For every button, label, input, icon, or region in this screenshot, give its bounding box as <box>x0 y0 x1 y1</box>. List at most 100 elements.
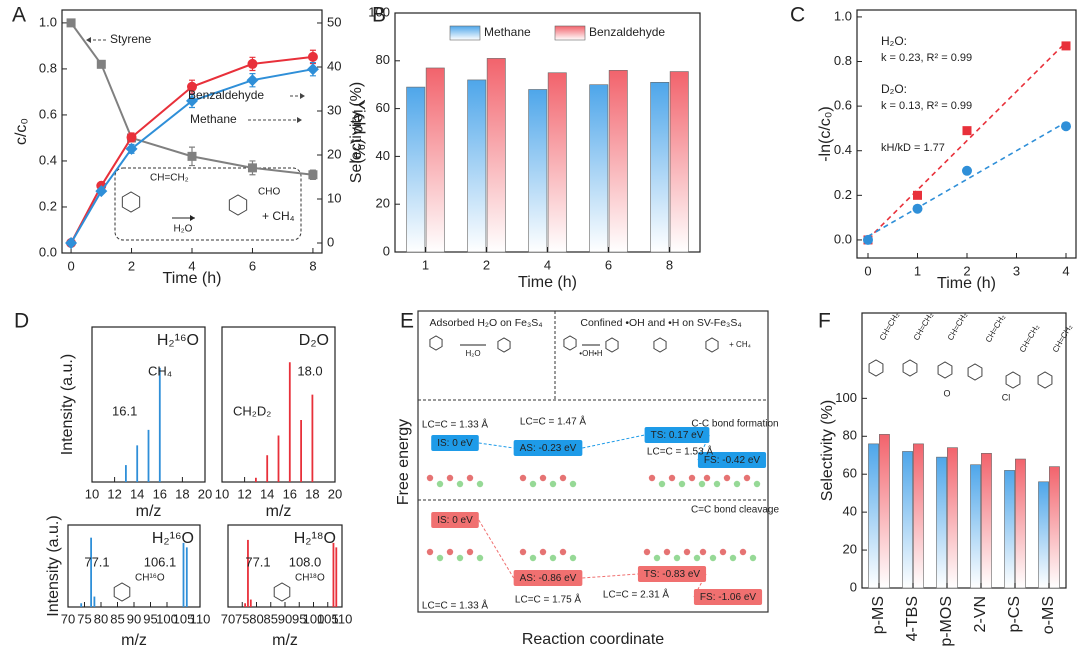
y-tick-label: 0 <box>383 243 390 258</box>
annotation: CH=CH₂ <box>1051 323 1074 354</box>
ring <box>967 363 983 381</box>
atom <box>703 474 711 482</box>
atom <box>733 480 741 488</box>
bar <box>467 79 487 253</box>
x-tick-label: 12 <box>107 486 121 501</box>
scheme-label: + CH₄ <box>729 340 751 349</box>
bar <box>528 89 548 253</box>
atom <box>709 554 717 562</box>
y-axis-label: Intensity (a.u.) <box>45 515 62 616</box>
y-tick-label: 60 <box>843 466 857 481</box>
atom <box>539 474 547 482</box>
y-axis-label: c/c₀ <box>13 118 30 145</box>
atom <box>643 548 651 556</box>
atom <box>466 474 474 482</box>
atom <box>698 480 706 488</box>
y-tick-label: 0.4 <box>39 152 57 167</box>
x-tick-label: 70 <box>61 611 75 626</box>
x-axis-label: m/z <box>266 503 292 520</box>
bar <box>669 71 689 253</box>
series-label: Methane <box>190 112 237 126</box>
x-tick-label: p-MS <box>870 596 887 634</box>
atom <box>693 554 701 562</box>
atom <box>663 548 671 556</box>
state-label: TS: 0.17 eV <box>651 430 704 441</box>
y-axis-label: Intensity (a.u.) <box>59 354 76 455</box>
scheme-label: •OH•H <box>579 349 603 358</box>
atom <box>743 474 751 482</box>
state-label: FS: -1.06 eV <box>700 592 756 603</box>
bar <box>913 443 924 589</box>
connector <box>582 434 645 449</box>
series-label: Benzaldehyde <box>188 88 264 102</box>
atom <box>668 474 676 482</box>
marker <box>187 151 197 161</box>
annotation: CHO <box>258 187 280 198</box>
chart-title: H₂¹⁶O <box>157 332 199 349</box>
state-box <box>644 427 710 443</box>
x-tick-label: 90 <box>278 611 292 626</box>
y2-tick-label: 40 <box>327 58 341 73</box>
annotation: kH/kD = 1.77 <box>881 142 945 154</box>
plot-frame <box>861 312 1067 589</box>
x-tick-label: 6 <box>249 258 256 273</box>
x-tick-label: 20 <box>198 486 212 501</box>
atom <box>683 548 691 556</box>
series-label: D₂O: <box>881 82 907 96</box>
fit-line <box>867 121 1067 238</box>
arrowheads <box>86 37 305 123</box>
ring <box>273 582 291 602</box>
bar <box>1015 458 1026 589</box>
x-tick-label: 100 <box>303 611 325 626</box>
x-tick-label: 95 <box>143 611 157 626</box>
bar <box>650 82 670 253</box>
y-axis-label: Free energy <box>395 419 412 505</box>
atom <box>549 480 557 488</box>
state-box <box>697 452 767 468</box>
ring <box>497 337 511 353</box>
annotation: 16.1 <box>112 403 137 418</box>
y-tick-label: 0.2 <box>39 198 57 213</box>
y-axis-label: Selectivity (%) <box>348 82 365 183</box>
state-label: FS: -0.42 eV <box>704 455 760 466</box>
x-tick-label: 18 <box>305 486 319 501</box>
x-tick-label: 70 <box>221 611 235 626</box>
x-tick-label: 10 <box>85 486 99 501</box>
panel-letter: F <box>818 310 831 333</box>
x-tick-label: 6 <box>605 257 612 272</box>
state-label: AS: -0.86 eV <box>520 573 577 584</box>
y2-tick-label: 10 <box>327 190 341 205</box>
x-tick-label: 8 <box>309 258 316 273</box>
atom <box>723 474 731 482</box>
marker <box>247 58 258 69</box>
y2-tick-label: 50 <box>327 14 341 29</box>
panel-letter: D <box>14 310 29 333</box>
bar <box>608 70 628 253</box>
atom <box>436 554 444 562</box>
bar <box>486 58 506 253</box>
y2-axis-label: Yield (%) <box>350 99 367 163</box>
series-line <box>70 55 314 244</box>
x-tick-label: 110 <box>190 611 211 626</box>
marker <box>1061 41 1071 51</box>
bar <box>547 72 567 253</box>
atom <box>749 554 757 562</box>
connector <box>697 434 710 461</box>
x-axis-label: m/z <box>136 503 162 520</box>
ring <box>902 359 918 377</box>
y-tick-label: 20 <box>843 542 857 557</box>
bond-label: LC=C = 1.33 Å <box>422 599 488 612</box>
annotation: CH¹⁸O <box>295 573 325 584</box>
bond-label: LC=C = 2.31 Å <box>603 588 669 601</box>
annotation: CH=CH₂ <box>1018 323 1041 354</box>
bar <box>981 453 992 589</box>
atom <box>476 480 484 488</box>
bond-label: LC=C = 1.53 Å <box>647 445 713 458</box>
state-box <box>431 512 479 528</box>
panel-letter: A <box>12 4 26 27</box>
atom <box>729 554 737 562</box>
y-tick-label: 0.0 <box>39 244 57 259</box>
bar <box>425 67 445 253</box>
y-tick-label: 1.0 <box>834 8 852 23</box>
